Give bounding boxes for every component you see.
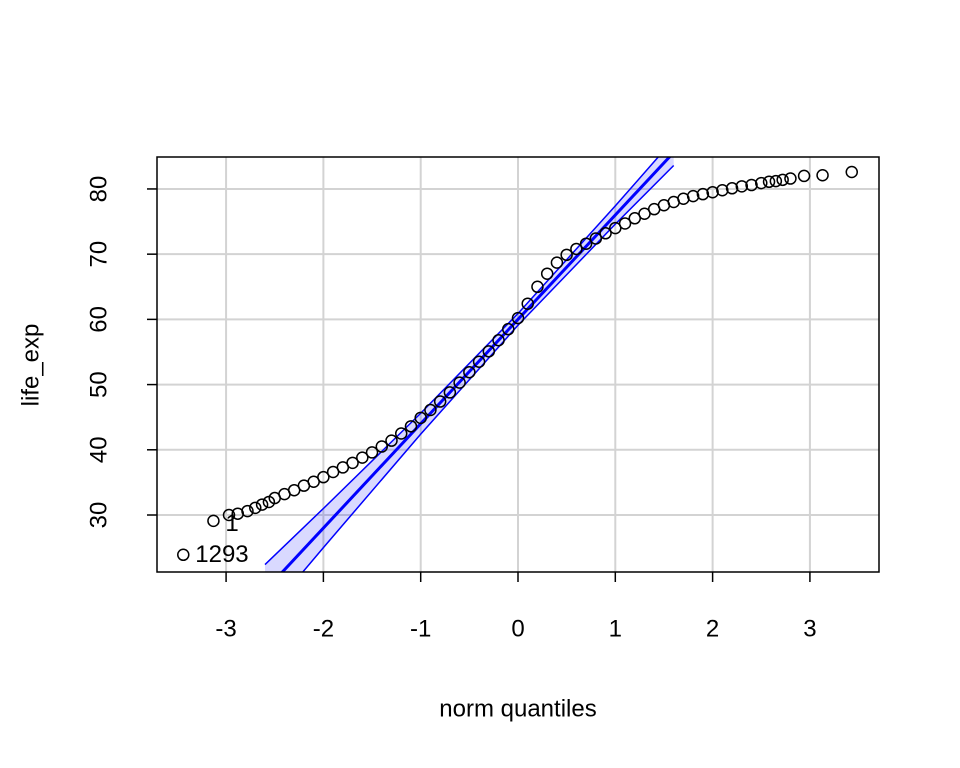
point xyxy=(560,248,573,262)
point xyxy=(550,256,564,269)
point xyxy=(207,514,220,528)
point xyxy=(424,403,437,417)
x-tick-label: -2 xyxy=(313,615,334,642)
point-label: 1 xyxy=(225,510,238,537)
point xyxy=(745,178,758,192)
point-label: 1293 xyxy=(195,541,248,568)
x-tick-label: -3 xyxy=(215,615,236,642)
y-tick-label: 50 xyxy=(85,371,112,398)
point xyxy=(706,185,719,199)
x-tick-label: 1 xyxy=(609,615,622,642)
point xyxy=(404,420,418,433)
point xyxy=(385,434,398,447)
point xyxy=(531,280,544,294)
x-tick-label: 2 xyxy=(706,615,719,642)
y-tick-label: 30 xyxy=(85,502,112,529)
point xyxy=(356,451,369,464)
point xyxy=(696,187,710,201)
point xyxy=(521,297,534,310)
point xyxy=(725,182,739,195)
point xyxy=(599,227,612,240)
plot-frame xyxy=(156,156,880,573)
envelope-upper xyxy=(264,157,660,566)
point xyxy=(394,427,408,440)
point xyxy=(255,498,269,511)
y-tick-label: 60 xyxy=(85,306,112,333)
point xyxy=(784,172,797,185)
envelope-lower xyxy=(301,164,675,572)
point xyxy=(222,508,236,522)
y-tick-label: 80 xyxy=(85,176,112,203)
point xyxy=(769,174,783,188)
y-tick-label: 70 xyxy=(85,241,112,268)
point xyxy=(502,322,515,336)
point xyxy=(735,180,749,193)
point xyxy=(375,440,389,453)
reference-line xyxy=(280,157,672,572)
point xyxy=(776,173,789,187)
point xyxy=(472,355,486,369)
point xyxy=(177,548,190,562)
point xyxy=(686,189,700,203)
x-tick-label: -1 xyxy=(410,615,431,642)
point xyxy=(482,345,496,358)
point xyxy=(414,411,427,425)
point xyxy=(511,311,525,325)
point xyxy=(618,217,632,230)
plot-area xyxy=(264,157,675,572)
point xyxy=(463,365,476,379)
point xyxy=(589,232,603,245)
point xyxy=(453,376,466,389)
point xyxy=(797,169,811,183)
x-tick-label: 3 xyxy=(803,615,816,642)
x-tick-label: 0 xyxy=(511,615,524,642)
point xyxy=(816,169,829,182)
point xyxy=(241,504,254,518)
y-tick-label: 40 xyxy=(85,436,112,463)
point xyxy=(317,470,330,484)
point xyxy=(755,176,768,190)
point xyxy=(579,237,593,250)
point xyxy=(540,267,554,280)
point xyxy=(716,184,729,197)
point xyxy=(492,333,505,347)
point xyxy=(762,175,776,189)
point xyxy=(570,242,583,256)
point xyxy=(433,395,447,408)
point xyxy=(443,386,457,399)
point xyxy=(249,501,262,515)
point xyxy=(346,456,359,470)
point xyxy=(365,446,379,459)
x-axis-label: norm quantiles xyxy=(439,695,596,722)
y-axis-label: life_exp xyxy=(17,324,44,407)
point xyxy=(845,165,859,179)
